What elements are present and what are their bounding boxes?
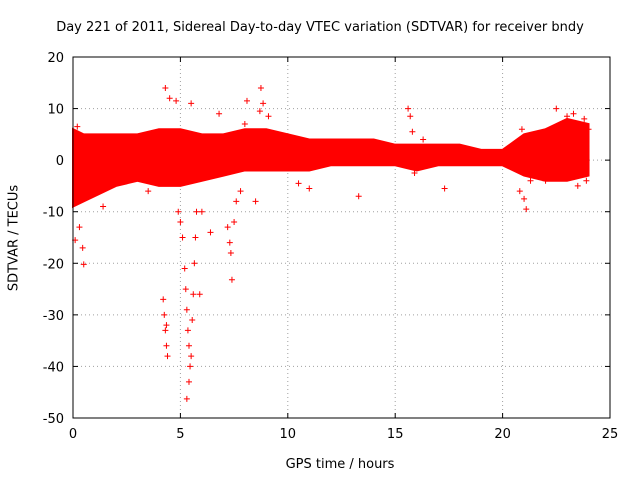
y-tick-label: 10 bbox=[47, 103, 64, 118]
data-point bbox=[181, 265, 188, 272]
data-point bbox=[420, 136, 427, 143]
data-point bbox=[523, 206, 530, 213]
data-point bbox=[163, 342, 170, 349]
y-tick-label: 20 bbox=[47, 51, 64, 66]
data-point bbox=[260, 100, 267, 107]
data-point bbox=[570, 110, 577, 117]
data-point bbox=[585, 126, 592, 133]
data-point bbox=[163, 322, 170, 329]
data-point bbox=[411, 170, 418, 177]
data-point bbox=[355, 193, 362, 200]
data-point bbox=[183, 395, 190, 402]
data-point bbox=[407, 113, 414, 120]
data-point bbox=[257, 84, 264, 91]
data-point bbox=[227, 249, 234, 256]
data-point bbox=[542, 177, 549, 184]
data-point bbox=[164, 353, 171, 360]
chart-ticks: 0 5 10 15 20 25 20 10 0 -10 -20 -30 -40 -50 bbox=[43, 51, 619, 442]
x-axis-label: GPS time / hours bbox=[285, 457, 395, 472]
data-point bbox=[583, 177, 590, 184]
data-point bbox=[224, 224, 231, 231]
data-point bbox=[409, 128, 416, 135]
data-point bbox=[189, 317, 196, 324]
data-point bbox=[80, 261, 87, 268]
data-point bbox=[196, 291, 203, 298]
data-point bbox=[574, 182, 581, 189]
y-axis-label: SDTVAR / TECUs bbox=[6, 184, 22, 292]
sdtvar-band bbox=[72, 117, 590, 209]
data-point bbox=[185, 378, 192, 385]
data-point bbox=[516, 188, 523, 195]
data-point bbox=[295, 180, 302, 187]
data-point bbox=[192, 234, 199, 241]
data-band bbox=[72, 117, 590, 209]
data-point bbox=[228, 276, 235, 283]
data-point bbox=[564, 113, 571, 120]
data-point bbox=[183, 306, 190, 313]
y-tick-label: -10 bbox=[43, 206, 64, 221]
data-point bbox=[198, 208, 205, 215]
data-point bbox=[145, 188, 152, 195]
x-tick-label: 25 bbox=[602, 427, 619, 442]
data-point bbox=[166, 95, 173, 102]
data-point bbox=[190, 291, 197, 298]
data-point bbox=[306, 185, 313, 192]
data-point bbox=[191, 260, 198, 267]
data-points bbox=[72, 84, 592, 402]
y-tick-label: 0 bbox=[56, 154, 64, 169]
data-point bbox=[76, 224, 83, 231]
y-tick-label: -30 bbox=[43, 309, 64, 324]
data-point bbox=[184, 327, 191, 334]
data-point bbox=[185, 342, 192, 349]
data-point bbox=[161, 311, 168, 318]
data-point bbox=[162, 84, 169, 91]
data-point bbox=[187, 363, 194, 370]
data-point bbox=[241, 121, 248, 128]
data-point bbox=[553, 105, 560, 112]
y-tick-label: -40 bbox=[43, 360, 64, 375]
data-point bbox=[231, 219, 238, 226]
data-point bbox=[188, 100, 195, 107]
data-point bbox=[216, 110, 223, 117]
x-tick-label: 5 bbox=[176, 427, 184, 442]
data-point bbox=[441, 185, 448, 192]
data-point bbox=[193, 208, 200, 215]
data-point bbox=[531, 133, 538, 140]
data-point bbox=[233, 198, 240, 205]
data-point bbox=[100, 203, 107, 210]
data-point bbox=[182, 286, 189, 293]
data-point bbox=[74, 123, 81, 130]
data-point bbox=[237, 188, 244, 195]
data-point bbox=[162, 327, 169, 334]
data-point bbox=[405, 105, 412, 112]
data-point bbox=[256, 108, 263, 115]
data-point bbox=[581, 115, 588, 122]
data-point bbox=[179, 234, 186, 241]
data-point bbox=[177, 219, 184, 226]
data-point bbox=[226, 239, 233, 246]
data-point bbox=[265, 113, 272, 120]
plot-frame bbox=[72, 56, 611, 419]
data-point bbox=[188, 353, 195, 360]
data-point bbox=[173, 97, 180, 104]
data-point bbox=[527, 177, 534, 184]
data-point bbox=[243, 97, 250, 104]
x-tick-label: 10 bbox=[280, 427, 297, 442]
y-tick-label: -20 bbox=[43, 257, 64, 272]
data-point bbox=[518, 126, 525, 133]
data-point bbox=[521, 195, 528, 202]
chart-title: Day 221 of 2011, Sidereal Day-to-day VTE… bbox=[56, 20, 584, 35]
chart-grid bbox=[73, 57, 610, 418]
data-point bbox=[207, 229, 214, 236]
x-tick-label: 15 bbox=[387, 427, 404, 442]
data-point bbox=[79, 244, 86, 251]
x-tick-label: 20 bbox=[494, 427, 511, 442]
data-point bbox=[175, 208, 182, 215]
data-point bbox=[160, 296, 167, 303]
data-point bbox=[252, 198, 259, 205]
x-tick-label: 0 bbox=[69, 427, 77, 442]
y-tick-label: -50 bbox=[43, 412, 64, 427]
